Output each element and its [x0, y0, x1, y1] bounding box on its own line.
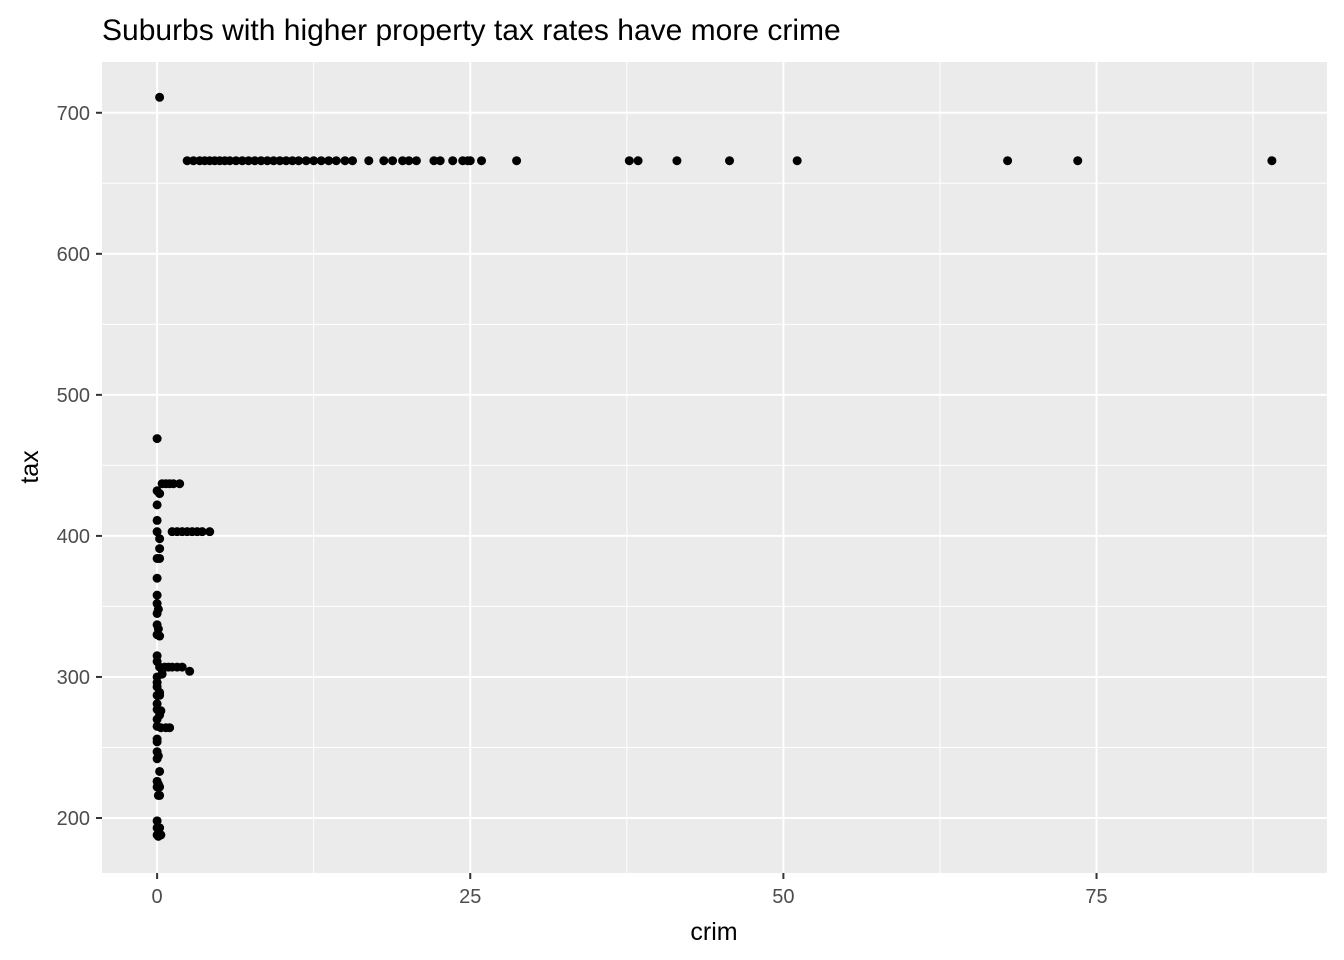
data-point — [324, 156, 334, 166]
data-point — [155, 92, 165, 102]
y-tick-label: 500 — [57, 385, 90, 407]
data-point — [152, 590, 162, 600]
y-tick-label: 400 — [57, 526, 90, 548]
data-point — [316, 156, 326, 166]
data-point — [364, 156, 374, 166]
data-point — [182, 156, 192, 166]
y-tick-label: 200 — [57, 808, 90, 830]
data-point — [152, 608, 162, 618]
data-point — [197, 527, 207, 537]
minor-gridlines — [102, 62, 1327, 873]
data-points — [152, 92, 1277, 841]
data-point — [388, 156, 398, 166]
data-point — [379, 156, 389, 166]
x-tick-label: 50 — [772, 886, 794, 908]
x-axis-ticks: 0 25 50 75 — [152, 873, 1108, 908]
data-point — [294, 156, 304, 166]
data-point — [152, 434, 162, 444]
data-point — [244, 156, 254, 166]
data-point — [435, 156, 445, 166]
data-point — [155, 782, 165, 792]
data-point — [165, 723, 175, 733]
data-point — [152, 515, 162, 525]
data-point — [188, 156, 198, 166]
chart-title: Suburbs with higher property tax rates h… — [102, 14, 841, 47]
data-point — [205, 527, 215, 537]
data-point — [269, 156, 279, 166]
data-point — [155, 489, 165, 499]
y-tick-label: 300 — [57, 667, 90, 689]
data-point — [398, 156, 408, 166]
x-axis-title: crim — [690, 918, 737, 946]
data-point — [281, 156, 291, 166]
data-point — [624, 156, 634, 166]
data-point — [262, 156, 272, 166]
data-point — [155, 534, 165, 544]
data-point — [429, 156, 439, 166]
data-point — [287, 156, 297, 166]
x-tick-label: 75 — [1085, 886, 1107, 908]
y-tick-label: 700 — [57, 103, 90, 125]
data-point — [185, 666, 195, 676]
data-point — [331, 156, 341, 166]
data-point — [155, 544, 165, 554]
data-point — [152, 500, 162, 510]
data-point — [404, 156, 414, 166]
data-point — [152, 754, 162, 764]
data-point — [155, 631, 165, 641]
data-point — [152, 737, 162, 747]
data-point — [465, 156, 475, 166]
data-point — [348, 156, 358, 166]
data-point — [633, 156, 643, 166]
data-point — [672, 156, 682, 166]
data-point — [512, 156, 522, 166]
data-point — [155, 823, 165, 833]
data-point — [1003, 156, 1013, 166]
data-point — [155, 766, 165, 776]
data-point — [725, 156, 735, 166]
y-axis-ticks: 200 300 400 500 600 700 — [57, 103, 102, 830]
data-point — [152, 573, 162, 583]
data-point — [231, 156, 241, 166]
data-point — [340, 156, 350, 166]
y-tick-label: 600 — [57, 244, 90, 266]
data-point — [309, 156, 319, 166]
plot-panel — [102, 62, 1327, 873]
data-point — [152, 714, 162, 724]
data-point — [168, 479, 178, 489]
data-point — [301, 156, 311, 166]
data-point — [411, 156, 421, 166]
data-point — [155, 553, 165, 563]
data-point — [792, 156, 802, 166]
y-axis-title: tax — [16, 450, 44, 484]
data-point — [477, 156, 487, 166]
data-point — [448, 156, 458, 166]
data-point — [256, 156, 266, 166]
data-point — [155, 690, 165, 700]
data-point — [152, 527, 162, 537]
data-point — [250, 156, 260, 166]
data-point — [152, 816, 162, 826]
data-point — [175, 479, 185, 489]
data-point — [1267, 156, 1277, 166]
data-point — [225, 156, 235, 166]
data-point — [155, 790, 165, 800]
x-tick-label: 0 — [152, 886, 163, 908]
data-point — [153, 831, 163, 841]
data-point — [237, 156, 247, 166]
data-point — [1073, 156, 1083, 166]
data-point — [177, 662, 187, 672]
data-point — [275, 156, 285, 166]
x-tick-label: 25 — [459, 886, 481, 908]
